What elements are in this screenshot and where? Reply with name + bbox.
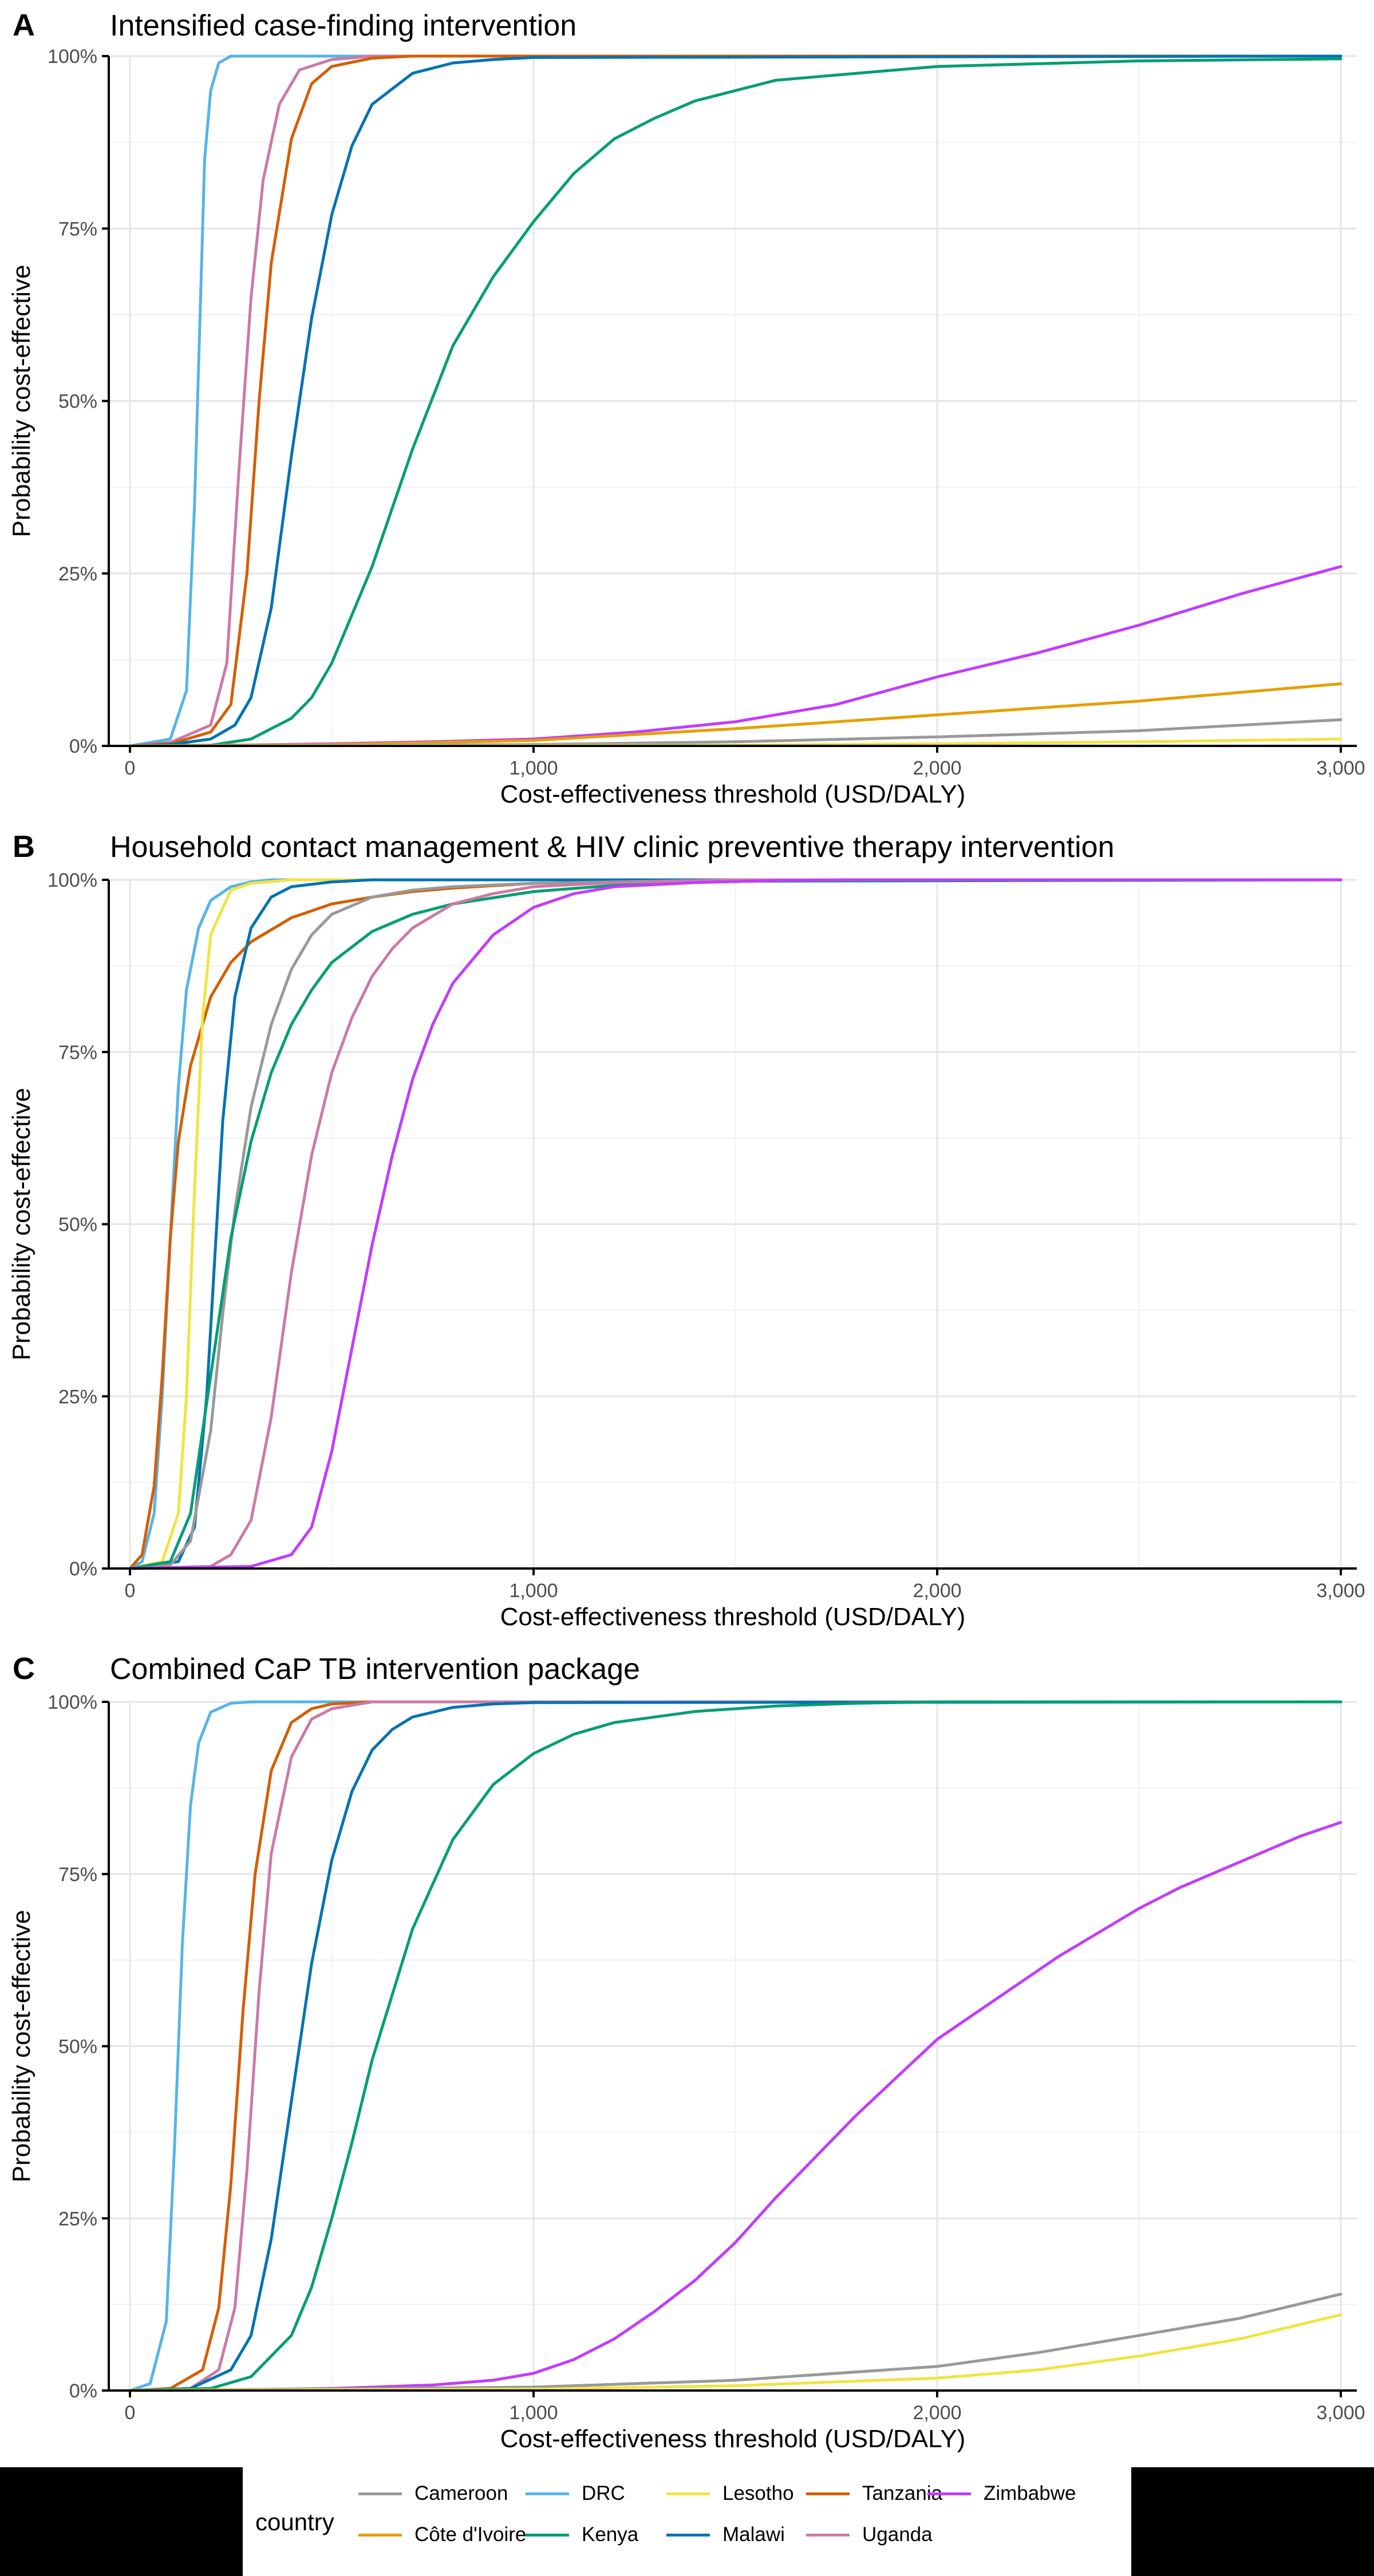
x-axis-title: Cost-effectiveness threshold (USD/DALY) — [500, 2425, 966, 2453]
legend-swatch — [666, 2533, 710, 2537]
legend-item-cameroon: Cameroon — [358, 2479, 508, 2508]
x-tick-label: 3,000 — [1316, 757, 1365, 779]
legend-item-c-te-d-ivoire: Côte d'Ivoire — [358, 2520, 526, 2549]
x-tick-label: 3,000 — [1316, 1580, 1365, 1602]
legend: country Cameroon Côte d'Ivoire DRC Kenya Les… — [243, 2467, 1131, 2576]
legend-label: Malawi — [722, 2523, 785, 2546]
y-tick-label: 25% — [58, 2208, 97, 2230]
series-line-drc — [128, 54, 1343, 748]
legend-item-kenya: Kenya — [526, 2520, 638, 2549]
y-tick-label: 100% — [48, 1692, 97, 1713]
legend-item-drc: DRC — [526, 2479, 625, 2508]
y-tick-label: 50% — [58, 1214, 97, 1236]
series-line-kenya — [128, 878, 1343, 1570]
legend-item-zimbabwe: Zimbabwe — [927, 2479, 1076, 2508]
legend-swatch — [666, 2492, 710, 2495]
x-tick-label: 0 — [125, 1580, 136, 1602]
series-line-cameroon — [128, 878, 1343, 1570]
y-tick-label: 100% — [48, 46, 97, 68]
series-line-malawi — [128, 1700, 1343, 2392]
y-tick-label: 25% — [58, 1386, 97, 1408]
x-tick-label: 2,000 — [913, 1580, 961, 1602]
series-line-kenya — [128, 57, 1343, 748]
chart-panel-a: 0% 25% 50% 75% 100% 0 1,000 2,000 3,000 Cost-effe… — [7, 8, 1365, 808]
series-line-tanzania — [128, 54, 1343, 748]
series-line-kenya — [128, 1700, 1343, 2392]
series-line-uganda — [128, 1700, 1343, 2392]
legend-label: Uganda — [862, 2523, 933, 2546]
series-line-zimbabwe — [128, 878, 1343, 1570]
series-line-lesotho — [128, 2313, 1343, 2392]
panel-title: Household contact management & HIV clini… — [110, 831, 1115, 864]
series-line-lesotho — [128, 878, 1343, 1570]
x-tick-label: 2,000 — [913, 757, 961, 779]
legend-label: Kenya — [582, 2523, 639, 2546]
series-line-cameroon — [128, 2293, 1343, 2392]
y-tick-label: 75% — [58, 1042, 97, 1064]
series-line-malawi — [128, 54, 1343, 748]
panel-letter: B — [13, 829, 35, 864]
legend-item-uganda: Uganda — [806, 2520, 933, 2549]
chart-panel-b: 0% 25% 50% 75% 100% 0 1,000 2,000 3,000 Cost-effe… — [7, 829, 1365, 1631]
series-line-drc — [128, 1700, 1343, 2392]
legend-swatch — [526, 2492, 569, 2495]
legend-label: Lesotho — [722, 2482, 794, 2504]
legend-swatch — [806, 2492, 850, 2495]
legend-swatch — [358, 2492, 402, 2495]
series-line-uganda — [128, 878, 1343, 1570]
y-tick-label: 50% — [58, 391, 97, 413]
series-line-malawi — [128, 878, 1343, 1570]
y-axis-title: Probability cost-effective — [7, 264, 35, 537]
y-tick-label: 50% — [58, 2036, 97, 2058]
panel-title: Intensified case-finding intervention — [110, 9, 577, 42]
legend-item-lesotho: Lesotho — [666, 2479, 794, 2508]
y-axis-title: Probability cost-effective — [7, 1088, 35, 1360]
legend-title: country — [255, 2508, 334, 2535]
legend-label: Cameroon — [414, 2482, 508, 2504]
x-tick-label: 2,000 — [913, 2402, 961, 2424]
y-tick-label: 25% — [58, 563, 97, 585]
x-tick-label: 0 — [125, 757, 136, 779]
y-tick-label: 0% — [69, 2380, 97, 2402]
y-axis-title: Probability cost-effective — [7, 1910, 35, 2182]
legend-label: Zimbabwe — [984, 2482, 1076, 2504]
x-tick-label: 3,000 — [1316, 2402, 1365, 2424]
x-axis-title: Cost-effectiveness threshold (USD/DALY) — [500, 1603, 966, 1631]
chart-panel-c: 0% 25% 50% 75% 100% 0 1,000 2,000 3,000 Cost-effe… — [7, 1652, 1365, 2453]
x-tick-label: 1,000 — [509, 1580, 558, 1602]
y-tick-label: 75% — [58, 1864, 97, 1886]
legend-item-tanzania: Tanzania — [806, 2479, 942, 2508]
panel-letter: A — [13, 8, 35, 42]
y-tick-label: 0% — [69, 736, 97, 757]
series-line-zimbabwe — [128, 1821, 1343, 2392]
y-tick-label: 75% — [58, 218, 97, 240]
panel-title: Combined CaP TB intervention package — [110, 1653, 640, 1686]
series-line-uganda — [128, 54, 1343, 748]
legend-swatch — [806, 2533, 850, 2537]
legend-label: DRC — [582, 2482, 625, 2504]
legend-swatch — [526, 2533, 569, 2537]
panel-letter: C — [13, 1652, 35, 1686]
x-tick-label: 1,000 — [509, 2402, 558, 2424]
x-axis-title: Cost-effectiveness threshold (USD/DALY) — [500, 780, 966, 808]
y-tick-label: 100% — [48, 870, 97, 891]
legend-label: Côte d'Ivoire — [414, 2523, 527, 2546]
legend-swatch — [358, 2533, 402, 2537]
legend-swatch — [927, 2492, 971, 2495]
x-tick-label: 0 — [125, 2402, 136, 2424]
y-tick-label: 0% — [69, 1558, 97, 1580]
x-tick-label: 1,000 — [509, 757, 558, 779]
series-line-tanzania — [128, 1700, 1343, 2392]
legend-item-malawi: Malawi — [666, 2520, 785, 2549]
